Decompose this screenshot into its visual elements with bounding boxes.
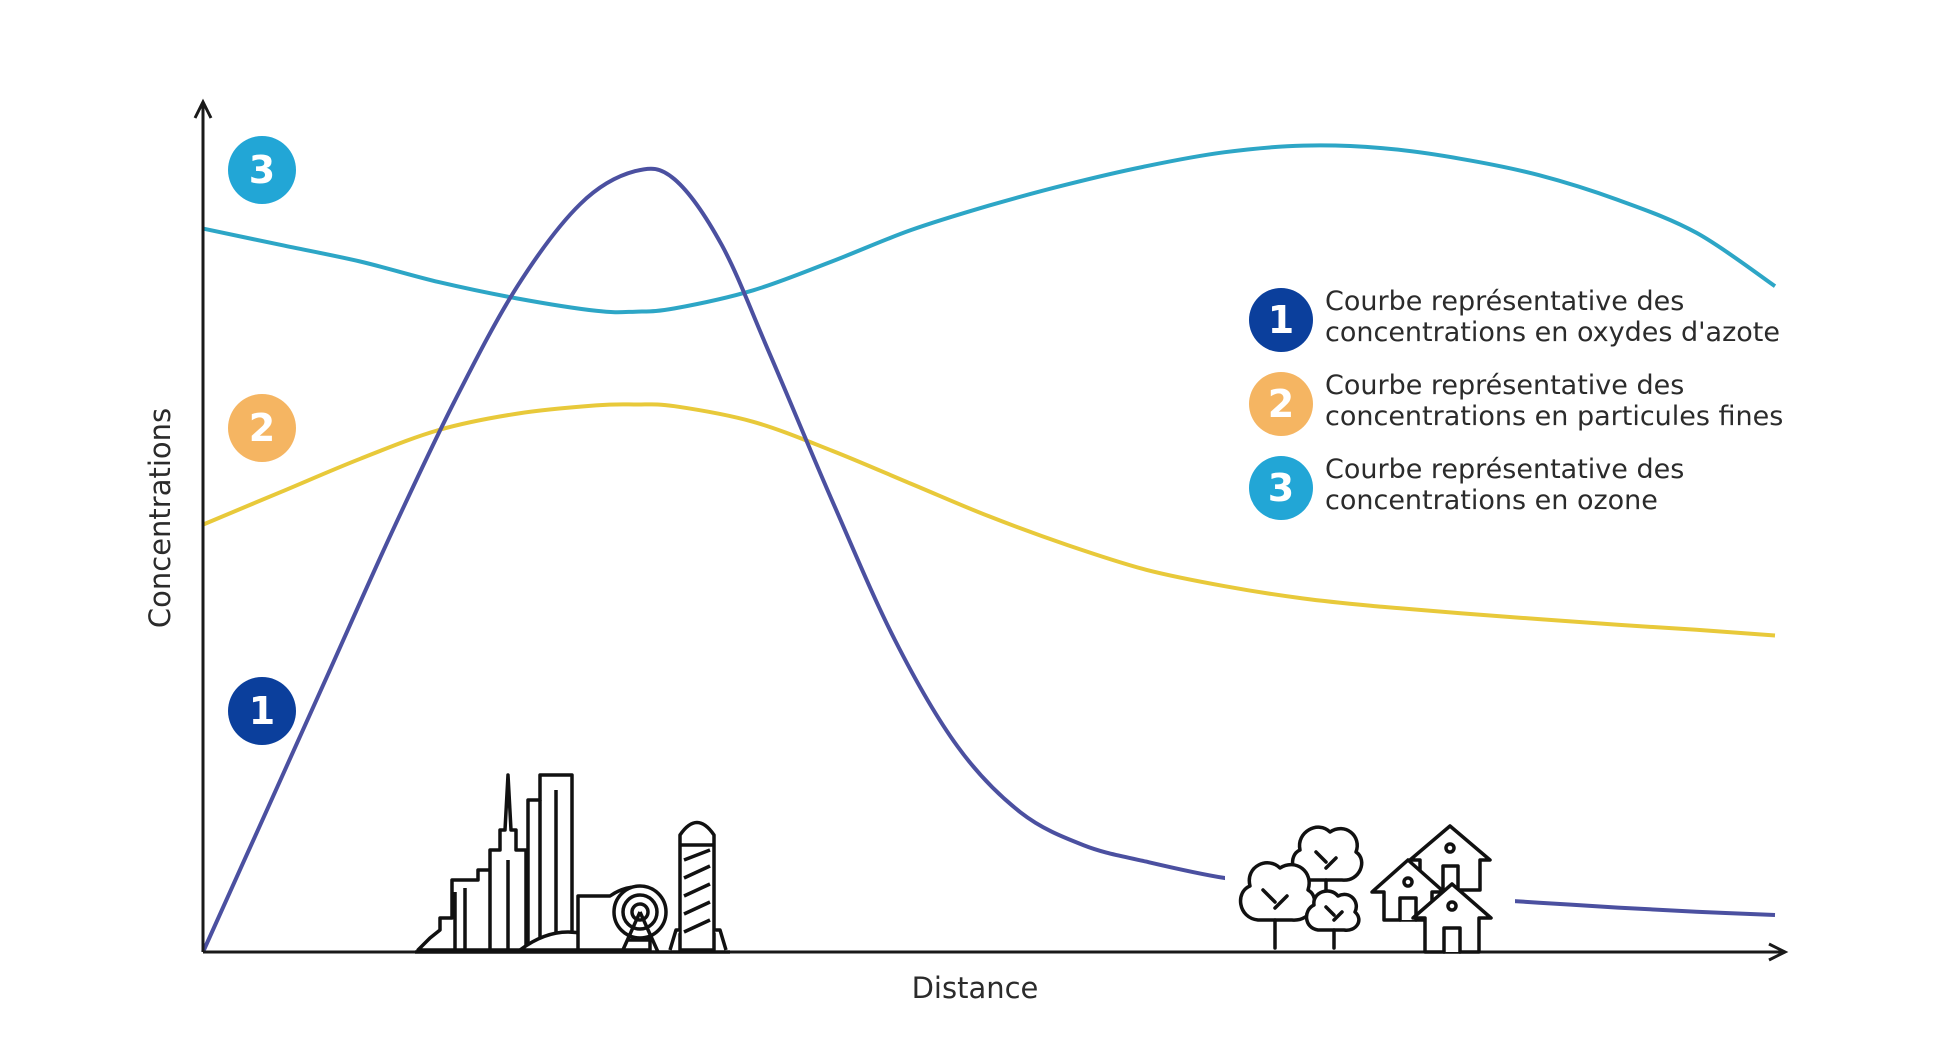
x-axis-label: Distance xyxy=(912,971,1039,1005)
legend-entry-ozone: 3 Courbe représentative des concentratio… xyxy=(1249,454,1684,520)
badge-2-circle xyxy=(228,394,296,462)
trees-and-houses-icon xyxy=(1238,824,1493,954)
series-line-ozone xyxy=(202,143,1777,315)
legend-label-3-line1: Courbe représentative des xyxy=(1325,454,1684,485)
y-axis-arrow xyxy=(193,98,213,119)
legend-badge-3 xyxy=(1249,456,1313,520)
badge-2-label: 2 xyxy=(249,406,275,450)
legend-badge-1-label: 1 xyxy=(1268,298,1294,342)
legend-entry-oxydes-azote: 1 Courbe représentative des concentratio… xyxy=(1249,286,1780,352)
legend-badge-1 xyxy=(1249,288,1313,352)
legend-entry-particules-fines: 2 Courbe représentative des concentratio… xyxy=(1249,370,1783,436)
legend-label-2-line2: concentrations en particules fines xyxy=(1325,401,1783,432)
badge-3-label: 3 xyxy=(249,148,275,192)
legend-badge-2 xyxy=(1249,372,1313,436)
legend-label-2-line1: Courbe représentative des xyxy=(1325,370,1684,401)
badge-series-1: 1 xyxy=(228,677,296,745)
legend-badge-2-label: 2 xyxy=(1268,382,1294,426)
axes xyxy=(193,98,1789,962)
series-line-particules-fines xyxy=(202,402,1776,638)
badge-3-circle xyxy=(228,136,296,204)
y-axis-label: Concentrations xyxy=(143,408,177,628)
curves-layer xyxy=(201,143,1777,953)
badge-1-circle xyxy=(228,677,296,745)
badge-series-2: 2 xyxy=(228,394,296,462)
legend-label-1-line2: concentrations en oxydes d'azote xyxy=(1325,317,1780,348)
legend-label-3-line2: concentrations en ozone xyxy=(1325,485,1658,516)
city-skyline-icon xyxy=(415,773,730,954)
badge-series-3: 3 xyxy=(228,136,296,204)
x-axis-arrow xyxy=(1768,942,1789,962)
legend-label-1-line1: Courbe représentative des xyxy=(1325,286,1684,317)
legend-badge-3-label: 3 xyxy=(1268,466,1294,510)
badge-1-label: 1 xyxy=(249,689,275,733)
legend: 1 Courbe représentative des concentratio… xyxy=(1249,286,1783,520)
